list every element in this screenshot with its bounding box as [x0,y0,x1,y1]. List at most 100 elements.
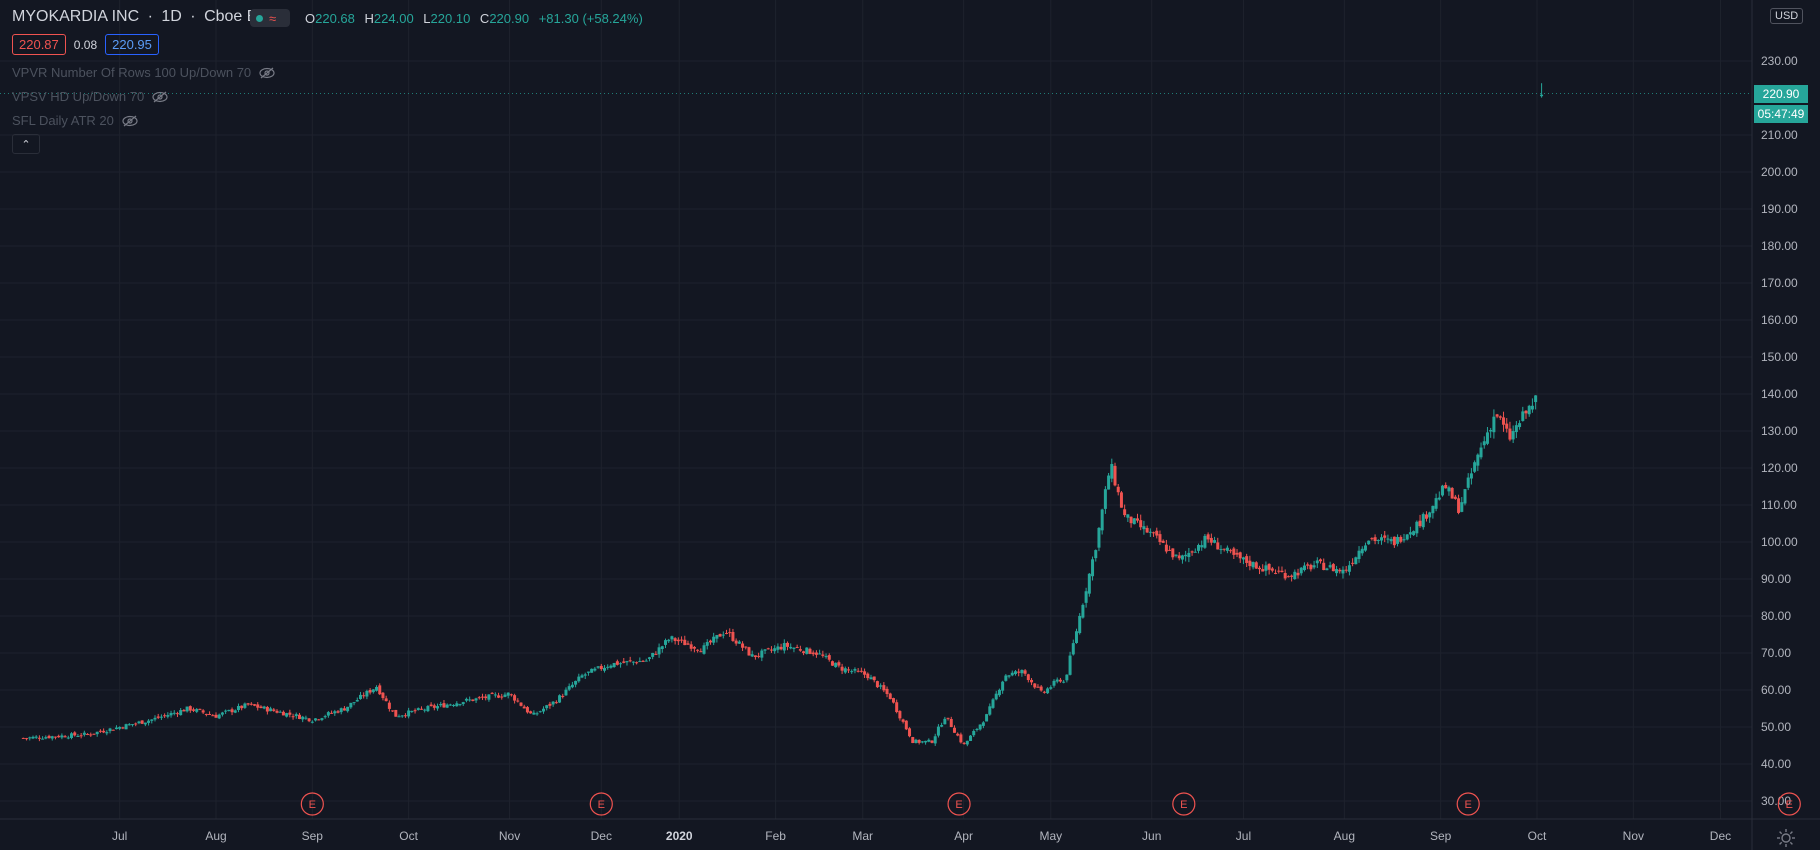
candle-body [1412,531,1416,536]
candle-body [1521,411,1525,421]
candle-body [1434,498,1438,509]
earnings-marker[interactable]: E [1456,792,1480,816]
candle-body [137,721,141,724]
candle-body [1489,429,1493,432]
candle-body [339,708,343,713]
candle-body [1325,568,1329,571]
candle-body [333,711,337,714]
candle-body [930,740,934,743]
candle-body [1338,569,1342,572]
candle-body [1238,552,1242,559]
time-tick-label: Feb [765,829,786,843]
candle-body [490,692,494,694]
candle-body [44,737,48,739]
indicator-vpvr[interactable]: VPVR Number Of Rows 100 Up/Down 70 [12,65,275,80]
candle-body [419,708,423,710]
candle-body [603,667,607,671]
wave-icon: ≈ [269,10,277,26]
indicator-sfl-atr[interactable]: SFL Daily ATR 20 [12,113,138,128]
currency-label[interactable]: USD [1770,8,1804,24]
time-tick-label: 2020 [666,829,693,843]
interval-label[interactable]: 1D [161,8,182,25]
candle-body [1065,674,1069,681]
candle-body [1476,454,1480,466]
candle-body [811,652,815,655]
candle-body [439,703,443,706]
candle-body [863,671,867,675]
candle-body [240,705,244,709]
candle-body [1447,487,1451,492]
svg-text:E: E [1786,799,1793,811]
candle-body [901,719,905,722]
candle-body [985,714,989,722]
price-tick-label: 60.00 [1761,683,1791,697]
candle-body [79,735,83,737]
time-tick-label: Jul [112,829,127,843]
candle-body [76,735,80,737]
candle-body [1309,564,1313,570]
candle-body [959,734,963,743]
candle-body [792,647,796,649]
earnings-marker[interactable]: E [947,792,971,816]
candle-body [577,676,581,682]
candle-body [63,736,67,738]
candle-body [1514,425,1518,433]
candle-body [1431,505,1435,514]
candle-body [89,734,93,736]
candle-body [1193,551,1197,553]
hidden-eye-icon[interactable] [259,67,275,79]
candle-body [830,661,834,666]
candle-body [1530,405,1534,410]
symbol-name[interactable]: MYOKARDIA INC [12,8,140,25]
candle-body [856,670,860,672]
candle-body [1367,540,1371,545]
time-tick-label: Aug [1334,829,1355,843]
candle-body [236,705,240,711]
candle-body [795,647,799,649]
collapse-indicators-button[interactable]: ⌃ [12,134,40,154]
earnings-marker[interactable]: E [589,792,613,816]
candle-body [991,699,995,708]
candle-body [664,640,668,645]
candle-body [1299,567,1303,574]
candle-body [692,646,696,649]
symbol-title[interactable]: MYOKARDIA INC · 1D · Cboe BZX [12,8,282,26]
indicator-vpsv[interactable]: VPSV HD Up/Down 70 [12,89,168,104]
candle-body [378,685,382,695]
candle-body [394,709,398,717]
earnings-marker[interactable]: E [1172,792,1196,816]
gear-icon[interactable] [1776,828,1796,848]
candle-body [519,702,523,706]
time-axis[interactable]: Jul Aug Sep Oct Nov Dec 2020 Feb Mar Apr May Jun Jul… [112,829,1731,843]
candle-body [789,646,793,649]
candle-body [1444,485,1448,489]
buy-price-button[interactable]: 220.95 [105,34,159,55]
price-tick-label: 110.00 [1761,498,1797,512]
earnings-marker[interactable]: E [1777,792,1801,816]
price-tick-label: 140.00 [1761,387,1798,401]
price-axis[interactable]: 30.00 40.00 50.00 60.00 70.00 80.00 90.00 100.0… [1761,54,1798,808]
candle-body [1203,535,1207,548]
candle-body [1498,416,1502,418]
candle-body [493,694,497,696]
candle-body [1418,520,1422,527]
candle-body [192,709,196,711]
earnings-marker[interactable]: E [300,792,324,816]
bid-ask-row: 220.87 0.08 220.95 [12,34,159,55]
chevron-up-icon: ⌃ [21,138,31,151]
candle-body [875,681,879,688]
candle-body [981,722,985,726]
candle-body [753,655,757,658]
hidden-eye-icon[interactable] [152,91,168,103]
candle-body [853,669,857,671]
market-mode-toggle[interactable]: ≈ [250,9,290,27]
candle-body [121,727,125,729]
sell-price-button[interactable]: 220.87 [12,34,66,55]
candle-body [869,677,873,680]
hidden-eye-icon[interactable] [122,115,138,127]
candle-body [477,697,481,699]
candle-body [949,719,953,728]
candle-body [1392,536,1396,546]
